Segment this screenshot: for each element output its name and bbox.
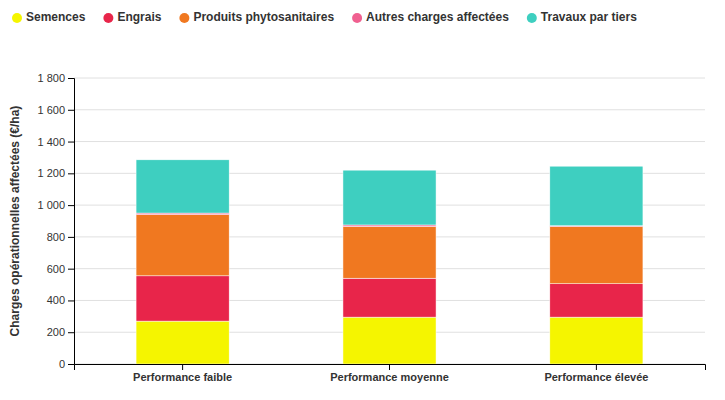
bar-series	[136, 317, 643, 364]
y-tick-label: 1 600	[37, 104, 65, 116]
x-tick: Performance moyenne	[330, 364, 449, 383]
x-tick-label: Performance moyenne	[330, 371, 449, 383]
legend-swatch	[12, 13, 22, 23]
y-tick: 0	[59, 358, 74, 370]
bar-series	[136, 160, 643, 226]
y-tick-mark	[68, 364, 74, 365]
y-tick-mark	[68, 332, 74, 333]
chart: 0 200 400 600 800 1 000 1 200 1 400 1 600 1 800 Pe…	[0, 0, 725, 400]
y-tick-mark	[68, 205, 74, 206]
bar	[136, 215, 229, 276]
x-axis-line	[75, 365, 706, 371]
bar	[343, 317, 436, 364]
legend-item: Autres charges affectées	[352, 10, 509, 24]
legend-swatch	[179, 13, 189, 23]
legend-item: Produits phytosanitaires	[179, 10, 334, 24]
bar	[136, 321, 229, 364]
y-tick: 400	[47, 294, 74, 306]
legend-label: Engrais	[117, 10, 161, 24]
bar	[550, 227, 643, 284]
grid-line	[74, 109, 705, 110]
y-tick: 1 000	[37, 199, 74, 211]
y-tick: 200	[47, 326, 74, 338]
legend: Semences Engrais Produits phytosanitaires A…	[12, 10, 637, 24]
x-axis: Performance faible Performance moyenne Per…	[75, 364, 706, 383]
x-tick-mark	[182, 364, 183, 370]
y-tick-mark	[68, 269, 74, 270]
legend-label: Produits phytosanitaires	[193, 10, 334, 24]
grid-line	[74, 141, 705, 142]
y-tick-mark	[68, 142, 74, 143]
y-tick: 1 400	[37, 136, 74, 148]
x-tick-mark	[596, 364, 597, 370]
legend-swatch	[103, 13, 113, 23]
y-tick-label: 200	[47, 326, 65, 338]
legend-label: Travaux par tiers	[541, 10, 637, 24]
bar	[550, 166, 643, 226]
y-tick: 1 600	[37, 104, 74, 116]
bars-clip	[136, 160, 643, 364]
legend-label: Autres charges affectées	[366, 10, 509, 24]
y-tick-mark	[68, 237, 74, 238]
bar	[136, 160, 229, 213]
y-tick-mark	[68, 78, 74, 79]
x-tick: Performance faible	[133, 364, 232, 383]
y-tick-mark	[68, 110, 74, 111]
x-tick-label: Performance faible	[133, 371, 232, 383]
y-tick: 800	[47, 231, 74, 243]
legend-swatch	[352, 13, 362, 23]
y-tick-label: 1 400	[37, 136, 65, 148]
bar	[550, 284, 643, 317]
x-tick: Performance élevée	[544, 364, 648, 383]
y-tick-label: 600	[47, 263, 65, 275]
y-axis-line	[68, 79, 75, 365]
grid	[74, 78, 705, 364]
bar	[343, 278, 436, 317]
y-tick-mark	[68, 300, 74, 301]
y-tick: 1 800	[37, 72, 74, 84]
y-axis-title: Charges opérationnelles affectées (€/ha)	[8, 106, 22, 337]
y-tick: 1 200	[37, 167, 74, 179]
bars	[136, 160, 643, 364]
legend-item: Semences	[12, 10, 86, 24]
y-tick-label: 800	[47, 231, 65, 243]
legend-swatch	[527, 13, 537, 23]
legend-label: Semences	[26, 10, 86, 24]
y-tick-label: 1 200	[37, 167, 65, 179]
plot: 0 200 400 600 800 1 000 1 200 1 400 1 600 1 800 Pe…	[37, 72, 705, 383]
y-axis: 0 200 400 600 800 1 000 1 200 1 400 1 600 1 800	[37, 72, 74, 370]
bar	[550, 317, 643, 364]
y-tick-label: 1 800	[37, 72, 65, 84]
legend-item: Engrais	[103, 10, 161, 24]
y-tick-label: 400	[47, 294, 65, 306]
y-tick-label: 1 000	[37, 199, 65, 211]
bar	[343, 227, 436, 279]
x-tick-mark	[389, 364, 390, 370]
bar	[343, 170, 436, 225]
grid-line	[74, 78, 705, 79]
y-tick-label: 0	[59, 358, 65, 370]
legend-item: Travaux par tiers	[527, 10, 637, 24]
bar	[136, 276, 229, 321]
x-tick-label: Performance élevée	[544, 371, 648, 383]
y-tick-mark	[68, 173, 74, 174]
y-tick: 600	[47, 263, 74, 275]
